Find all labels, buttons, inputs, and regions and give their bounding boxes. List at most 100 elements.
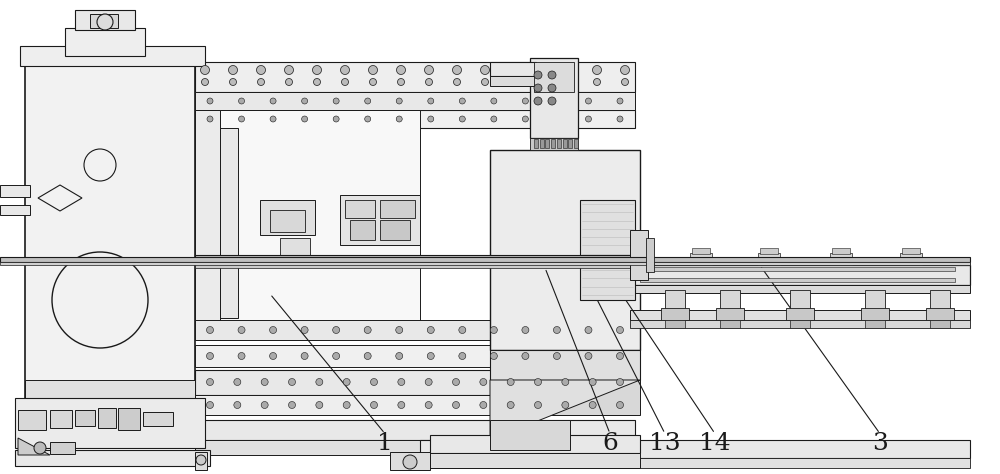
Circle shape bbox=[365, 116, 371, 122]
Circle shape bbox=[207, 379, 214, 385]
Circle shape bbox=[553, 327, 560, 334]
Bar bbox=[530, 58, 578, 138]
Bar bbox=[0, 257, 970, 262]
Circle shape bbox=[234, 401, 241, 409]
Bar bbox=[758, 253, 780, 265]
Circle shape bbox=[554, 98, 560, 104]
Circle shape bbox=[370, 379, 378, 385]
Bar bbox=[630, 310, 970, 320]
Circle shape bbox=[617, 116, 623, 122]
Bar bbox=[545, 139, 549, 148]
Bar bbox=[430, 453, 640, 468]
Circle shape bbox=[480, 65, 490, 74]
Circle shape bbox=[491, 98, 497, 104]
Circle shape bbox=[491, 116, 497, 122]
Bar bbox=[832, 248, 850, 254]
Circle shape bbox=[480, 379, 487, 385]
Circle shape bbox=[364, 353, 371, 359]
Bar bbox=[390, 452, 430, 470]
Circle shape bbox=[285, 65, 294, 74]
Bar bbox=[220, 128, 238, 318]
Bar bbox=[661, 308, 689, 320]
Bar bbox=[195, 62, 635, 92]
Bar bbox=[790, 290, 810, 312]
Circle shape bbox=[538, 79, 544, 85]
Circle shape bbox=[536, 65, 546, 74]
Bar bbox=[865, 290, 885, 312]
Circle shape bbox=[548, 71, 556, 79]
Bar bbox=[195, 92, 635, 110]
Circle shape bbox=[261, 401, 268, 409]
Bar bbox=[534, 62, 574, 92]
Circle shape bbox=[452, 401, 460, 409]
Circle shape bbox=[258, 79, 264, 85]
Circle shape bbox=[398, 379, 405, 385]
Circle shape bbox=[301, 327, 308, 334]
Bar bbox=[692, 248, 710, 254]
Bar bbox=[75, 10, 135, 30]
Bar bbox=[0, 185, 30, 197]
Circle shape bbox=[459, 116, 465, 122]
Circle shape bbox=[548, 97, 556, 105]
Circle shape bbox=[316, 379, 323, 385]
Circle shape bbox=[459, 98, 465, 104]
Circle shape bbox=[333, 116, 339, 122]
Text: 1: 1 bbox=[377, 432, 393, 455]
Circle shape bbox=[333, 353, 340, 359]
Bar bbox=[490, 62, 536, 76]
Circle shape bbox=[482, 79, 488, 85]
Bar bbox=[786, 308, 814, 320]
Bar bbox=[98, 408, 116, 428]
Bar bbox=[690, 253, 712, 265]
Bar bbox=[50, 410, 72, 428]
Circle shape bbox=[425, 379, 432, 385]
Bar bbox=[760, 248, 778, 254]
Bar bbox=[118, 408, 140, 430]
Circle shape bbox=[522, 98, 528, 104]
Circle shape bbox=[342, 79, 349, 85]
Circle shape bbox=[566, 79, 572, 85]
Bar bbox=[0, 262, 970, 265]
Bar bbox=[345, 200, 375, 218]
Circle shape bbox=[534, 401, 542, 409]
Circle shape bbox=[261, 379, 268, 385]
Circle shape bbox=[510, 79, 516, 85]
Bar bbox=[195, 370, 635, 395]
Bar bbox=[720, 320, 740, 328]
Circle shape bbox=[370, 79, 376, 85]
Circle shape bbox=[620, 65, 630, 74]
Bar bbox=[563, 139, 567, 148]
Circle shape bbox=[459, 327, 466, 334]
Circle shape bbox=[286, 79, 292, 85]
Bar bbox=[490, 380, 640, 415]
Polygon shape bbox=[490, 380, 640, 440]
Circle shape bbox=[230, 79, 237, 85]
Circle shape bbox=[234, 379, 241, 385]
Circle shape bbox=[554, 116, 560, 122]
Circle shape bbox=[396, 98, 402, 104]
Circle shape bbox=[396, 116, 402, 122]
Circle shape bbox=[370, 401, 378, 409]
Circle shape bbox=[207, 98, 213, 104]
Circle shape bbox=[270, 98, 276, 104]
Circle shape bbox=[343, 401, 350, 409]
Circle shape bbox=[239, 98, 245, 104]
Circle shape bbox=[562, 401, 569, 409]
Bar bbox=[630, 285, 970, 293]
Bar bbox=[260, 200, 315, 235]
Circle shape bbox=[403, 455, 417, 469]
Text: 14: 14 bbox=[699, 432, 731, 455]
Circle shape bbox=[343, 379, 350, 385]
Circle shape bbox=[207, 401, 214, 409]
Bar bbox=[270, 210, 305, 232]
Circle shape bbox=[522, 353, 529, 359]
Bar bbox=[640, 278, 955, 282]
Circle shape bbox=[522, 116, 528, 122]
Circle shape bbox=[196, 455, 206, 465]
Circle shape bbox=[454, 79, 460, 85]
Circle shape bbox=[562, 379, 569, 385]
Bar bbox=[490, 420, 570, 450]
Circle shape bbox=[398, 79, 404, 85]
Bar bbox=[630, 230, 648, 280]
Circle shape bbox=[507, 401, 514, 409]
